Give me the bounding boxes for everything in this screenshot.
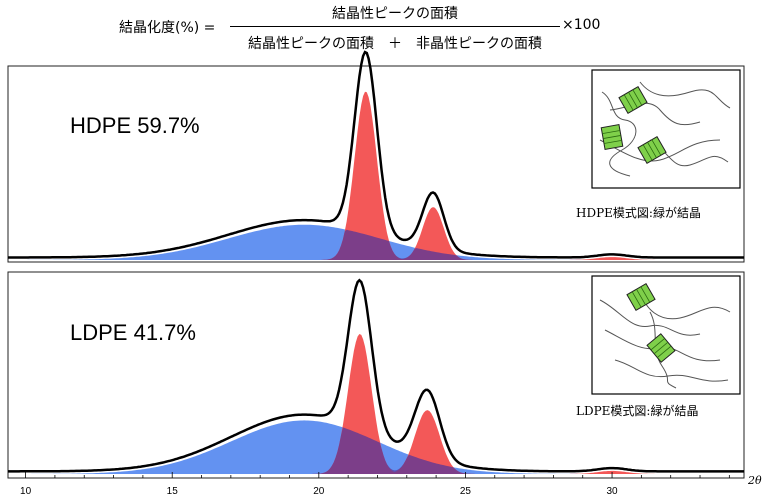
formula-numerator: 結晶性ピークの面積 xyxy=(332,6,458,22)
crystal-lamella-0-2 xyxy=(637,136,667,164)
crystal-lamella-1-1 xyxy=(646,333,676,363)
polymer-chain-1-3 xyxy=(614,359,729,382)
x-axis-label: 2θ xyxy=(747,474,762,487)
overlap-area-1 xyxy=(8,427,744,474)
formula-lhs: 結晶化度(%) = xyxy=(119,20,216,36)
polymer-chain-0-0 xyxy=(601,91,637,177)
x-tick-label-20: 20 xyxy=(313,486,325,497)
polymer-chain-1-0 xyxy=(599,299,701,336)
sample-label-0: HDPE 59.7% xyxy=(70,113,200,138)
formula-fraction-bar xyxy=(230,26,560,27)
component-area-crystalline-0-3 xyxy=(8,257,744,260)
x-tick-label-15: 15 xyxy=(167,486,179,497)
x-tick-label-10: 10 xyxy=(20,486,32,497)
crystal-lamella-1-0 xyxy=(626,283,656,311)
x-tick-label-25: 25 xyxy=(460,486,472,497)
schematic-caption-1: LDPE模式図:緑が結晶 xyxy=(576,403,698,418)
formula-multiplier: ×100 xyxy=(562,17,601,33)
polymer-chain-0-3 xyxy=(599,139,721,162)
formula-denominator: 結晶性ピークの面積 ＋ 非晶性ピークの面積 xyxy=(248,36,542,52)
total-profile-line-1 xyxy=(8,278,744,473)
crystal-lamella-0-1 xyxy=(600,124,624,150)
crystallinity-formula: 結晶化度(%) = 結晶性ピークの面積 結晶性ピークの面積 ＋ 非晶性ピークの面… xyxy=(0,0,768,58)
crystal-lamella-0-0 xyxy=(618,86,648,114)
x-tick-label-30: 30 xyxy=(606,486,618,497)
polymer-chain-1-1 xyxy=(639,289,731,320)
component-area-crystalline-1-3 xyxy=(8,470,744,474)
polymer-chain-1-4 xyxy=(649,311,677,389)
schematic-caption-0: HDPE模式図:緑が結晶 xyxy=(576,205,701,220)
overlap-area-0 xyxy=(8,229,744,260)
polymer-chain-0-4 xyxy=(639,81,731,109)
total-profile-line-0 xyxy=(8,50,744,259)
component-area-crystalline-0-1 xyxy=(8,91,744,260)
sample-label-1: LDPE 41.7% xyxy=(70,320,196,345)
